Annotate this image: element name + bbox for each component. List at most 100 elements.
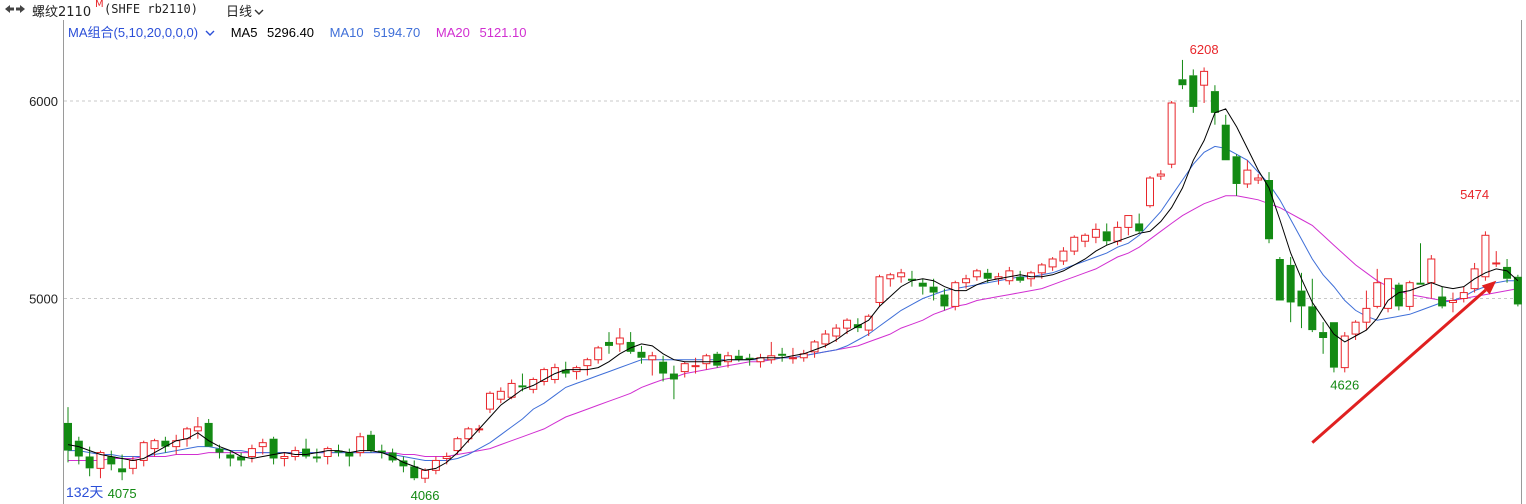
candle-down[interactable]	[1513, 274, 1522, 307]
candle-down[interactable]	[1135, 213, 1144, 234]
candle-up[interactable]	[897, 268, 906, 283]
candle-up[interactable]	[1427, 255, 1436, 299]
candle-up[interactable]	[280, 452, 289, 467]
candle-down[interactable]	[237, 452, 246, 467]
candle-up[interactable]	[864, 314, 873, 337]
candle-down[interactable]	[1438, 286, 1447, 309]
candle-up[interactable]	[1254, 174, 1263, 184]
candle-down[interactable]	[659, 355, 668, 382]
candle-up[interactable]	[442, 452, 451, 465]
candle-down[interactable]	[410, 460, 419, 481]
candle-down[interactable]	[161, 436, 170, 453]
candle-up[interactable]	[832, 324, 841, 342]
candle-up[interactable]	[1059, 247, 1068, 265]
candle-up[interactable]	[247, 444, 256, 463]
candle-down[interactable]	[312, 448, 321, 463]
candle-up[interactable]	[680, 361, 689, 378]
candle-up[interactable]	[1448, 292, 1457, 313]
candle-down[interactable]	[929, 278, 938, 301]
candle-up[interactable]	[128, 456, 137, 475]
candle-down[interactable]	[204, 418, 213, 447]
candle-down[interactable]	[1503, 259, 1512, 283]
candle-down[interactable]	[399, 456, 408, 473]
candle-up[interactable]	[1048, 257, 1057, 271]
candle-up[interactable]	[1340, 332, 1349, 373]
candle-down[interactable]	[226, 450, 235, 467]
candle-up[interactable]	[323, 446, 332, 465]
candle-up[interactable]	[193, 417, 202, 439]
candle-up[interactable]	[1243, 160, 1252, 188]
candle-up[interactable]	[886, 272, 895, 287]
candle-up[interactable]	[810, 339, 819, 358]
candle-up[interactable]	[1124, 215, 1133, 236]
candle-up[interactable]	[1200, 67, 1209, 103]
candle-up[interactable]	[1384, 278, 1393, 313]
candle-down[interactable]	[64, 407, 72, 463]
candle-down[interactable]	[918, 278, 927, 295]
candle-down[interactable]	[1265, 172, 1274, 244]
candle-down[interactable]	[366, 430, 375, 453]
candle-up[interactable]	[583, 357, 592, 376]
candle-up[interactable]	[1146, 176, 1154, 208]
candle-down[interactable]	[1394, 282, 1403, 311]
switch-arrows-icon[interactable]	[4, 3, 26, 19]
candle-down[interactable]	[1221, 114, 1230, 161]
candle-up[interactable]	[843, 318, 852, 335]
candle-down[interactable]	[561, 361, 570, 378]
candle-up[interactable]	[875, 274, 884, 307]
candle-up[interactable]	[724, 351, 733, 368]
candle-down[interactable]	[940, 288, 949, 311]
candle-down[interactable]	[1286, 257, 1295, 323]
candle-up[interactable]	[496, 387, 505, 404]
instrument-name[interactable]: 螺纹2110	[32, 5, 92, 20]
candle-down[interactable]	[1189, 69, 1198, 113]
candles[interactable]	[64, 59, 1522, 483]
candle-down[interactable]	[853, 318, 862, 333]
candle-up[interactable]	[1492, 251, 1501, 267]
candle-up[interactable]	[1156, 170, 1165, 180]
candle-up[interactable]	[1070, 235, 1079, 256]
candle-down[interactable]	[605, 332, 613, 354]
candle-up[interactable]	[1351, 320, 1360, 340]
candle-down[interactable]	[1308, 278, 1317, 333]
candle-down[interactable]	[1416, 243, 1425, 285]
candle-up[interactable]	[594, 345, 603, 364]
candle-up[interactable]	[1481, 231, 1490, 281]
candle-up[interactable]	[1091, 223, 1100, 244]
candle-up[interactable]	[756, 353, 765, 368]
candle-up[interactable]	[96, 450, 105, 479]
candle-up[interactable]	[258, 438, 267, 455]
candle-up[interactable]	[572, 365, 581, 380]
candle-up[interactable]	[485, 391, 494, 414]
candle-up[interactable]	[139, 440, 148, 467]
candle-up[interactable]	[648, 351, 657, 376]
candle-up[interactable]	[1373, 268, 1382, 309]
candle-up[interactable]	[1037, 262, 1046, 279]
candle-down[interactable]	[1319, 322, 1328, 354]
candle-up[interactable]	[1362, 290, 1371, 331]
candle-up[interactable]	[1026, 270, 1035, 287]
candle-down[interactable]	[1275, 257, 1284, 301]
candle-up[interactable]	[799, 349, 808, 362]
candle-up[interactable]	[540, 367, 549, 386]
candle-down[interactable]	[1016, 270, 1025, 283]
candle-up[interactable]	[507, 379, 516, 400]
candle-down[interactable]	[107, 450, 116, 471]
candle-down[interactable]	[85, 446, 94, 477]
candle-down[interactable]	[302, 438, 311, 459]
candle-down[interactable]	[1210, 85, 1219, 125]
candle-up[interactable]	[951, 280, 960, 311]
candle-up[interactable]	[356, 432, 365, 457]
candle-up[interactable]	[702, 353, 711, 370]
candle-up[interactable]	[529, 377, 538, 394]
candle-up[interactable]	[172, 434, 181, 455]
candle-up[interactable]	[821, 330, 830, 348]
candle-up[interactable]	[1459, 286, 1468, 303]
candle-down[interactable]	[74, 436, 83, 465]
candle-up[interactable]	[183, 426, 192, 447]
candle-up[interactable]	[1005, 266, 1014, 285]
candle-down[interactable]	[1297, 272, 1306, 329]
candle-down[interactable]	[345, 448, 354, 467]
candle-down[interactable]	[269, 436, 278, 465]
period-selector[interactable]: 日线	[226, 1, 264, 20]
